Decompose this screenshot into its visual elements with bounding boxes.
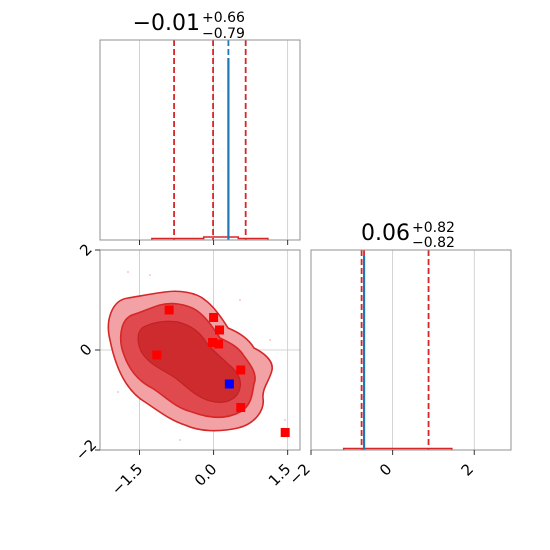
red-marker: [236, 403, 246, 412]
x-tick-label: 0.0: [191, 460, 221, 490]
joint-ticks: [95, 249, 289, 455]
joint-y-tick-labels: 2 0 −2: [72, 240, 100, 464]
blue-marker: [224, 379, 234, 389]
scatter-dot: [284, 419, 286, 421]
x-tick-label: 0: [376, 460, 395, 479]
marginal-1-title-sup: +0.66: [202, 10, 245, 26]
x-tick-label: 2: [458, 460, 477, 479]
red-marker: [280, 428, 290, 437]
marginal-2-ticks: [310, 450, 475, 455]
x-tick-label: 1.5: [265, 460, 295, 490]
x-tick-label: −1.5: [108, 460, 146, 498]
y-tick-label: 2: [76, 240, 95, 259]
scatter-dot: [269, 339, 271, 341]
red-marker: [209, 313, 219, 322]
contour-level-inner: [137, 320, 241, 403]
histogram-step: [342, 447, 453, 450]
red-marker: [152, 350, 162, 360]
red-marker: [214, 339, 224, 349]
red-marker: [215, 325, 225, 335]
scatter-dot: [179, 439, 181, 441]
scatter-dot: [149, 274, 151, 276]
joint-panel: −1.5 0.0 1.5 2 0 −2: [72, 240, 301, 499]
marginal-2-title-sup: +0.82: [412, 220, 455, 236]
marginal-panel-1: −0.01 +0.66 −0.79: [99, 10, 301, 245]
y-tick-label: 0: [76, 340, 95, 359]
marginal-2-title-main: 0.06: [361, 221, 410, 246]
joint-x-tick-labels: −1.5 0.0 1.5: [108, 460, 295, 498]
marginal-panel-2: 0.06 +0.82 −0.82 −2 0 2: [285, 220, 512, 488]
marginal-2-frame: [310, 249, 512, 451]
marginal-1-title-main: −0.01: [133, 11, 200, 36]
scatter-dot: [117, 391, 119, 393]
red-marker: [208, 338, 218, 347]
marginal-1-title-sub: −0.79: [202, 26, 245, 42]
joint-points: [152, 305, 290, 437]
marginal-1-frame: [99, 39, 301, 241]
joint-contours: [107, 290, 273, 432]
marginal-2-tick-labels: −2 0 2: [285, 460, 477, 488]
marginal-1-title: −0.01: [133, 11, 200, 36]
marginal-2-marks: [342, 250, 453, 450]
marginal-2-title-sub: −0.82: [412, 235, 455, 251]
marginal-1-ticks: [139, 240, 289, 245]
scatter-dot: [127, 271, 129, 273]
marginal-1-marks: [151, 40, 269, 240]
y-tick-label: −2: [72, 436, 100, 464]
red-marker: [236, 365, 246, 375]
scatter-dot: [239, 299, 241, 301]
red-marker: [164, 305, 174, 315]
marginal-2-grid: [310, 250, 475, 450]
histogram-step: [151, 236, 269, 240]
